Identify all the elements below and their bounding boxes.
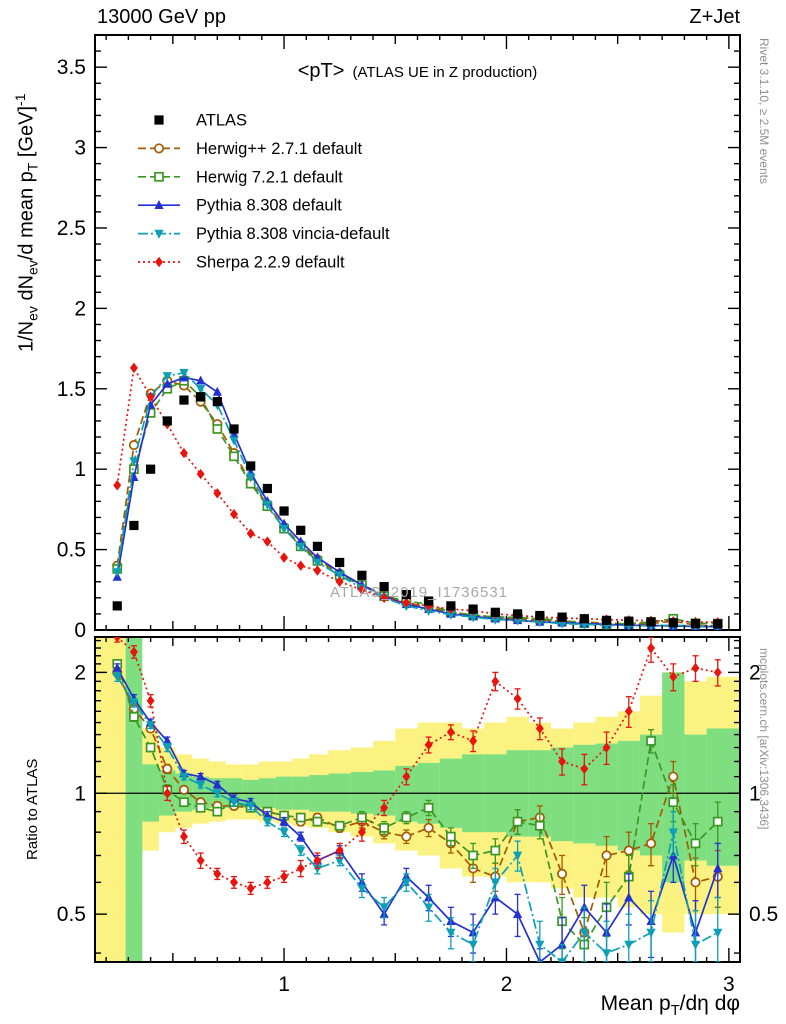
svg-text:Pythia 8.308 vincia-default: Pythia 8.308 vincia-default — [196, 225, 390, 243]
svg-text:1: 1 — [749, 782, 761, 805]
main-panel-frame — [94, 34, 741, 631]
y-axis-label: 1/Nev dNev/d mean pT [GeV]-1 — [12, 93, 41, 352]
legend-item-herwig-7-2-1-default: Herwig 7.2.1 default — [138, 168, 343, 186]
svg-text:Pythia 8.308 default: Pythia 8.308 default — [196, 197, 342, 215]
legend-item-pythia-8-308-vincia-default: Pythia 8.308 vincia-default — [138, 225, 390, 243]
series-atlas-data — [112, 392, 723, 629]
svg-text:2: 2 — [749, 661, 761, 684]
legend-item-atlas: ATLAS — [154, 112, 247, 130]
legend-item-herwig-2-7-1-default: Herwig++ 2.7.1 default — [138, 140, 362, 158]
beam-energy-label: 13000 GeV pp — [97, 6, 226, 28]
svg-text:2.5: 2.5 — [57, 217, 86, 240]
mcplots-note: mcplots.cern.ch [arXiv:1306.3436] — [757, 648, 771, 830]
svg-text:2: 2 — [501, 973, 513, 996]
x-axis-label: Mean pT/dη dφ — [600, 992, 740, 1020]
ratio-series — [112, 637, 723, 962]
svg-text:1.5: 1.5 — [57, 378, 86, 401]
svg-text:Herwig++ 2.7.1 default: Herwig++ 2.7.1 default — [196, 140, 362, 158]
svg-text:1: 1 — [74, 782, 86, 805]
legend-item-pythia-8-308-default: Pythia 8.308 default — [138, 197, 342, 215]
legend-item-sherpa-2-2-9-default: Sherpa 2.2.9 default — [138, 254, 345, 272]
svg-text:3: 3 — [74, 137, 86, 160]
svg-text:3: 3 — [723, 973, 735, 996]
plot-title: <pT> — [297, 60, 345, 82]
svg-text:3.5: 3.5 — [57, 56, 86, 79]
svg-text:1: 1 — [278, 973, 290, 996]
svg-text:Herwig 7.2.1 default: Herwig 7.2.1 default — [196, 168, 343, 186]
svg-text:0.5: 0.5 — [57, 539, 86, 562]
legend: ATLAS Herwig++ 2.7.1 default Herwig 7.2.1 … — [138, 112, 390, 272]
plot-subtitle: (ATLAS UE in Z production) — [352, 64, 538, 81]
watermark-text: ATLAS_2019_I1736531 — [330, 584, 509, 601]
ratio-pythia-8-308-vincia-default — [112, 671, 723, 962]
svg-text:0: 0 — [74, 619, 86, 642]
ratio-y-axis-label: Ratio to ATLAS — [24, 758, 41, 860]
svg-text:ATLAS: ATLAS — [196, 112, 247, 130]
svg-text:0.5: 0.5 — [57, 903, 86, 926]
svg-text:Sherpa 2.2.9 default: Sherpa 2.2.9 default — [196, 254, 345, 272]
main-series — [112, 362, 723, 630]
rivet-version-note: Rivet 3.1.10, ≥ 2.5M events — [757, 38, 771, 184]
svg-text:2: 2 — [74, 297, 86, 320]
svg-text:1: 1 — [74, 458, 86, 481]
process-label: Z+Jet — [689, 6, 740, 28]
ratio-sherpa-2-2-9-default — [113, 637, 722, 896]
svg-text:0.5: 0.5 — [749, 903, 778, 926]
plot-title-row: <pT> (ATLAS UE in Z production) — [95, 60, 740, 83]
svg-text:2: 2 — [74, 661, 86, 684]
axes-ticks — [95, 34, 740, 962]
